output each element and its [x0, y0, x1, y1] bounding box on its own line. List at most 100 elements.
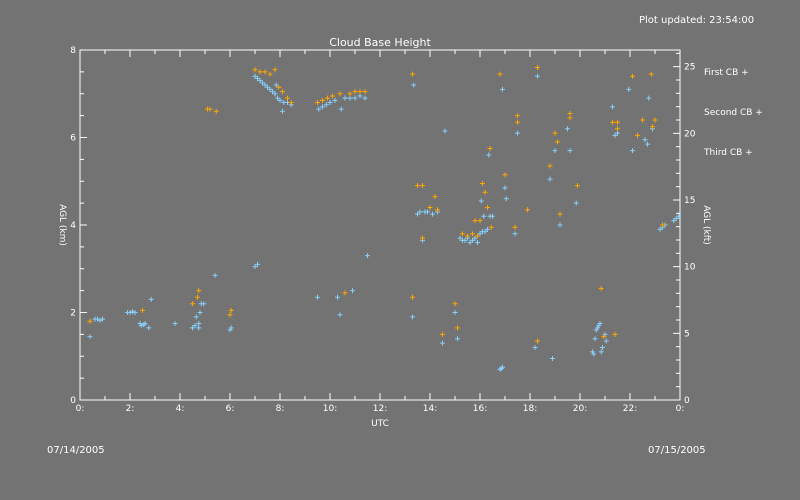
y-right-tick-label: 10: [684, 263, 696, 273]
data-point: [645, 141, 650, 147]
data-point: [676, 213, 682, 219]
y-axis-label-right: AGL (kft): [701, 205, 711, 245]
data-point: [475, 240, 480, 245]
data-point: [262, 82, 268, 88]
data-point: [535, 65, 540, 70]
data-point: [455, 325, 460, 331]
data-point: [212, 272, 218, 278]
data-point: [610, 104, 615, 110]
data-point: [347, 95, 353, 101]
data-point: [515, 130, 520, 136]
data-point: [550, 355, 555, 361]
data-point: [600, 345, 605, 350]
data-point: [138, 323, 144, 329]
data-point: [597, 320, 603, 326]
data-point: [87, 318, 93, 324]
data-point: [357, 93, 363, 99]
data-point: [500, 86, 505, 92]
series-1-markers: [87, 73, 682, 372]
data-point: [591, 351, 597, 357]
data-point: [485, 205, 490, 210]
data-point: [272, 67, 278, 73]
data-point: [267, 86, 273, 92]
data-point: [252, 264, 258, 270]
x-tick-label: 16:: [473, 404, 487, 414]
data-point: [315, 100, 320, 105]
data-point: [557, 222, 563, 228]
data-point: [612, 331, 618, 337]
data-point: [552, 130, 558, 136]
data-point: [603, 338, 609, 344]
data-point: [252, 73, 258, 79]
data-point: [427, 205, 433, 210]
data-point: [598, 349, 604, 355]
data-point: [87, 334, 93, 340]
data-point: [265, 84, 270, 90]
data-point: [452, 310, 458, 315]
x-tick-label: 20:: [573, 404, 587, 414]
data-point: [332, 97, 338, 103]
y-right-tick-label: 0: [684, 396, 690, 406]
data-point: [460, 231, 465, 237]
data-point: [316, 106, 322, 112]
data-point: [207, 106, 213, 112]
data-point: [640, 117, 645, 123]
data-point: [411, 82, 417, 88]
y-tick-label: 2: [70, 309, 76, 319]
x-tick-label: 22:: [623, 404, 637, 414]
data-point: [190, 325, 195, 331]
y-tick-label: 0: [70, 396, 76, 406]
legend-entry: Second CB +: [704, 108, 763, 118]
data-point: [592, 336, 598, 342]
data-point: [515, 113, 520, 119]
data-point: [547, 163, 553, 169]
data-point: [320, 104, 325, 110]
legend-entry: Third CB +: [703, 148, 753, 158]
data-point: [515, 119, 520, 125]
y-right-tick-label: 5: [684, 329, 690, 339]
data-point: [193, 314, 199, 320]
data-point: [280, 89, 285, 95]
data-point: [477, 231, 483, 237]
data-point: [337, 312, 343, 318]
data-point: [196, 325, 202, 331]
data-point: [323, 102, 329, 108]
data-point: [575, 183, 580, 189]
data-point: [350, 288, 355, 294]
chart-title: Cloud Base Height: [329, 36, 431, 49]
x-tick-label: 4:: [176, 404, 185, 414]
data-point: [467, 240, 473, 245]
data-point: [252, 67, 258, 73]
data-point: [652, 117, 658, 123]
data-point: [410, 71, 415, 77]
data-point: [327, 100, 333, 105]
data-point: [615, 126, 620, 132]
data-point: [257, 78, 263, 84]
data-point: [555, 139, 560, 145]
data-point: [535, 73, 540, 79]
data-point: [567, 148, 573, 154]
date-end-label: 07/15/2005: [648, 445, 706, 456]
data-point: [480, 180, 485, 186]
data-point: [455, 336, 460, 342]
data-point: [410, 314, 415, 320]
data-point: [213, 108, 219, 114]
data-point: [457, 235, 463, 241]
data-point: [288, 100, 294, 105]
data-point: [196, 288, 202, 294]
data-point: [440, 331, 445, 337]
data-point: [347, 91, 353, 97]
data-point: [615, 130, 620, 136]
data-point: [257, 69, 263, 75]
data-point: [270, 89, 275, 95]
data-point: [557, 211, 563, 217]
data-point: [565, 126, 570, 132]
data-point: [277, 97, 283, 103]
data-point: [192, 323, 198, 329]
x-tick-label: 6:: [226, 404, 235, 414]
data-point: [228, 325, 234, 331]
data-point: [415, 211, 420, 217]
data-point: [142, 320, 148, 326]
data-point: [267, 71, 273, 77]
